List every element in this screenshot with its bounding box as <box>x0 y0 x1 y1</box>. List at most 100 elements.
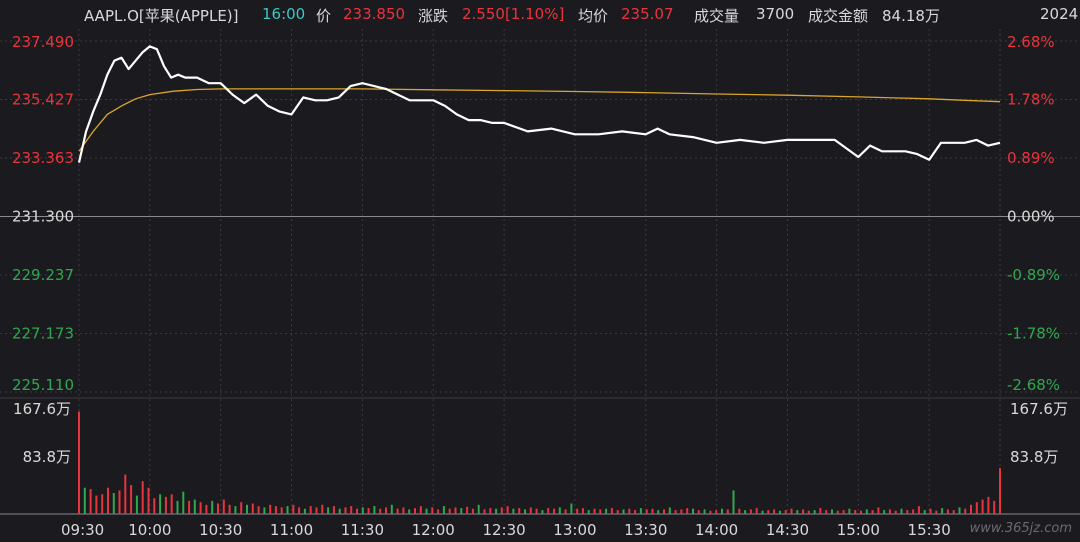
time-tick-label: 14:30 <box>766 521 809 539</box>
volume-bar <box>663 509 665 514</box>
volume-bar <box>964 508 967 514</box>
volume-bar <box>489 508 492 514</box>
volume-bar <box>442 506 445 514</box>
volume-bar <box>159 494 162 514</box>
volume-bar <box>923 510 926 514</box>
volume-bar <box>107 487 109 514</box>
volume-bar <box>170 494 173 514</box>
volume-bar <box>813 510 816 514</box>
volume-bar <box>315 507 318 514</box>
percent-tick-label: -2.68% <box>1007 376 1060 394</box>
volume-bar <box>680 509 683 514</box>
volume-tick-label: 83.8万 <box>23 448 71 466</box>
volume-bar <box>205 504 208 514</box>
volume-bar <box>327 507 330 514</box>
percent-tick-label: 1.78% <box>1007 91 1055 109</box>
volume-bar <box>692 508 694 514</box>
volume-bar <box>975 502 978 514</box>
quote-time: 16:00 <box>262 5 306 23</box>
volume-bar <box>860 510 862 514</box>
volume-bar <box>883 510 886 514</box>
volume-bar <box>396 508 399 514</box>
volume-bar <box>709 510 712 514</box>
volume-bar <box>912 509 915 514</box>
volume-bar <box>124 474 127 514</box>
volume-bar <box>721 508 723 514</box>
volume-bar <box>929 508 932 514</box>
time-tick-label: 12:00 <box>412 521 455 539</box>
volume-bar <box>234 506 237 514</box>
time-tick-label: 15:00 <box>837 521 880 539</box>
volume-tick-label: 83.8万 <box>1010 448 1058 466</box>
volume-bar <box>89 489 92 514</box>
volume-bar <box>414 508 416 514</box>
volume-bar <box>193 499 196 514</box>
time-tick-label: 14:00 <box>695 521 738 539</box>
volume-bar <box>350 506 353 514</box>
volume-bar <box>564 509 567 514</box>
time-tick-label: 15:30 <box>908 521 951 539</box>
volume-bar <box>778 510 781 514</box>
volume-bar <box>888 509 891 514</box>
volume-bar <box>599 509 602 514</box>
volume-bar <box>466 506 469 514</box>
volume-bar <box>993 500 996 514</box>
volume-bar <box>437 509 440 514</box>
volume-bar <box>865 509 868 514</box>
volume-bar <box>332 506 335 514</box>
volume-bar <box>164 496 167 514</box>
volume-bar <box>217 503 219 514</box>
volume-bar <box>657 510 660 514</box>
volume-bar <box>344 507 347 514</box>
volume-bar <box>935 510 938 514</box>
volume-bar <box>448 508 451 514</box>
volume-bar <box>280 507 283 514</box>
volume-bar <box>999 468 1001 514</box>
volume-bar <box>744 510 747 514</box>
volume-bar <box>616 510 619 514</box>
volume-bar <box>246 504 248 514</box>
volume-bar <box>761 510 764 514</box>
volume-bar <box>877 507 880 514</box>
volume-bar <box>222 499 225 514</box>
volume-bar <box>802 509 805 514</box>
average-price-line <box>78 88 1001 152</box>
volume-bar <box>303 508 306 514</box>
volume-bar <box>773 509 776 514</box>
volume-bar <box>263 507 266 514</box>
turnover-value: 84.18万 <box>882 7 940 25</box>
volume-bar <box>987 496 990 514</box>
volume-bar <box>674 510 677 514</box>
time-tick-label: 10:30 <box>199 521 242 539</box>
volume-bar <box>483 509 486 514</box>
volume-bar <box>854 510 857 514</box>
volume-bar <box>83 487 86 514</box>
volume-bar <box>390 504 393 514</box>
volume-bar <box>715 510 718 514</box>
volume-bar <box>112 493 115 514</box>
volume-bar <box>182 491 185 514</box>
volume-bar <box>356 508 358 514</box>
volume-bar <box>819 508 822 514</box>
price-line <box>77 45 1001 163</box>
volume-bar <box>581 508 584 514</box>
volume-bar <box>274 506 277 514</box>
time-axis-ticks: 09:30 10:00 10:30 11:00 11:30 12:00 12:30 13:00… <box>61 521 951 539</box>
volume-bar <box>576 508 579 514</box>
time-tick-label: 10:00 <box>128 521 171 539</box>
price-label: 价 <box>316 7 332 25</box>
volume-bar <box>547 508 550 514</box>
volume-bar <box>188 500 191 514</box>
volume-bar <box>338 508 341 514</box>
volume-tick-label: 167.6万 <box>13 400 71 418</box>
volume-bar <box>970 504 972 514</box>
price-tick-label: 235.427 <box>12 91 74 109</box>
volume-bar <box>749 509 752 514</box>
time-tick-label: 13:30 <box>624 521 667 539</box>
volume-bar <box>848 508 851 514</box>
volume-bar <box>946 509 949 514</box>
volume-bar <box>622 509 625 514</box>
volume-tick-label: 167.6万 <box>1010 400 1068 418</box>
volume-bar <box>431 507 434 514</box>
